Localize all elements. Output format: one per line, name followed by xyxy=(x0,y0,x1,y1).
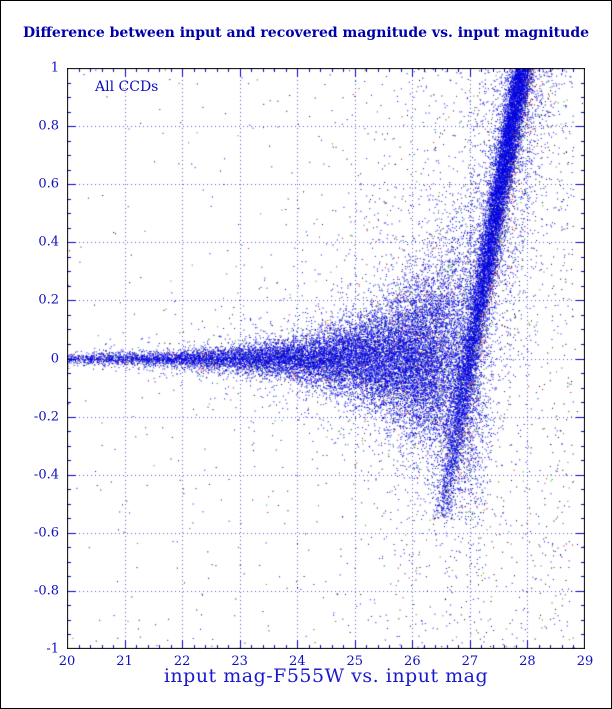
x-axis-label: input mag-F555W vs. input mag xyxy=(163,665,489,687)
x-tick-label: 25 xyxy=(346,654,364,669)
x-tick-label: 29 xyxy=(576,654,594,669)
y-tick-label: 1 xyxy=(50,60,59,76)
x-tick-label: 22 xyxy=(173,654,191,669)
x-tick-label: 23 xyxy=(231,654,248,669)
y-tick-label: -0.2 xyxy=(33,409,59,425)
y-tick-label: -1 xyxy=(46,641,59,657)
x-tick-label: 24 xyxy=(288,654,306,669)
y-tick-label: -0.6 xyxy=(33,525,59,541)
x-tick-label: 26 xyxy=(404,654,421,669)
x-tick-label: 21 xyxy=(116,654,133,669)
x-tick-label: 28 xyxy=(519,654,536,669)
y-tick-label: 0.8 xyxy=(38,118,59,134)
x-tick-label: 20 xyxy=(58,654,76,669)
annotation-all-ccds: All CCDs xyxy=(95,79,159,95)
y-tick-label: -0.8 xyxy=(33,583,59,599)
y-tick-label: -0.4 xyxy=(33,467,59,483)
y-tick-label: 0.6 xyxy=(38,176,59,192)
y-tick-label: 0.4 xyxy=(38,234,59,250)
y-tick-label: 0.2 xyxy=(38,292,59,308)
y-tick-label: 0 xyxy=(50,351,59,366)
scatter-canvas xyxy=(67,68,585,649)
chart-title: Difference between input and recovered m… xyxy=(22,25,590,41)
x-tick-label: 27 xyxy=(461,654,479,669)
